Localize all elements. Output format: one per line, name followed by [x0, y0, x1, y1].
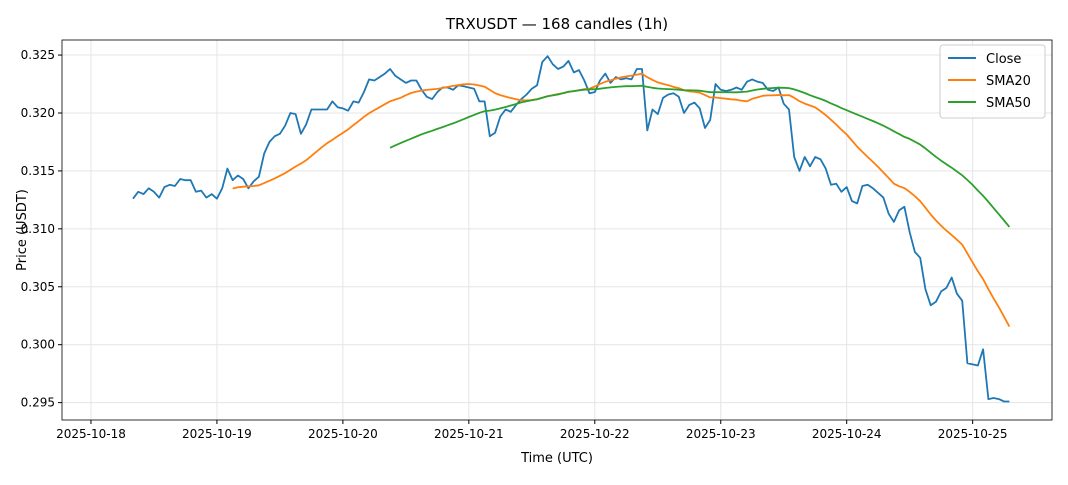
- plot-frame: [61, 39, 1053, 421]
- y-axis-label: Price (USDT): [15, 189, 30, 271]
- legend: Close SMA20 SMA50: [939, 44, 1046, 119]
- x-axis-label: Time (UTC): [520, 451, 593, 466]
- series-line-sma50: [389, 84, 1011, 228]
- series-line-sma20: [232, 72, 1011, 328]
- x-tick-label: 2025-10-22: [560, 427, 630, 441]
- x-tick-label: 2025-10-25: [938, 427, 1008, 441]
- y-tick-label: 0.325: [21, 48, 55, 62]
- y-tick-label: 0.295: [21, 396, 55, 410]
- y-tick-label: 0.310: [21, 222, 55, 236]
- y-tick-label: 0.320: [21, 106, 55, 120]
- y-tick-label: 0.315: [21, 164, 55, 178]
- series-line-close: [132, 55, 1010, 403]
- x-tick-label: 2025-10-19: [182, 427, 252, 441]
- legend-label-sma20: SMA20: [986, 74, 1031, 89]
- x-tick-label: 2025-10-21: [434, 427, 504, 441]
- x-tick-label: 2025-10-24: [812, 427, 882, 441]
- x-tick-label: 2025-10-23: [686, 427, 756, 441]
- chart-title: TRXUSDT — 168 candles (1h): [445, 15, 668, 33]
- legend-label-close: Close: [986, 52, 1021, 67]
- x-tick-label: 2025-10-18: [56, 427, 126, 441]
- y-tick-label: 0.300: [21, 338, 55, 352]
- x-tick-label: 2025-10-20: [308, 427, 378, 441]
- y-tick-label: 0.305: [21, 280, 55, 294]
- legend-label-sma50: SMA50: [986, 96, 1031, 111]
